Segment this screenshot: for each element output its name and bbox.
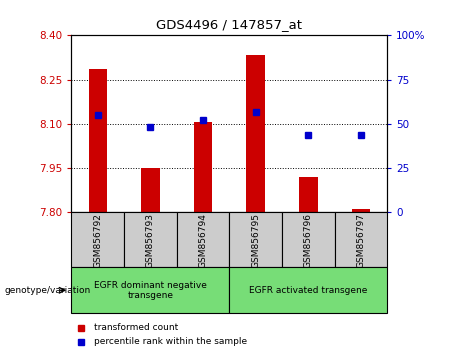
Text: GSM856793: GSM856793 (146, 213, 155, 268)
Title: GDS4496 / 147857_at: GDS4496 / 147857_at (156, 18, 302, 32)
Text: percentile rank within the sample: percentile rank within the sample (94, 337, 247, 346)
Text: GSM856792: GSM856792 (93, 213, 102, 268)
Bar (71, 212, 124, 267)
Bar (299, 177, 318, 212)
Text: genotype/variation: genotype/variation (5, 286, 91, 295)
Bar (141, 168, 160, 212)
Bar (282, 212, 335, 267)
Text: GSM856794: GSM856794 (199, 213, 207, 268)
Bar (335, 212, 387, 267)
Bar (89, 69, 107, 212)
Bar (229, 267, 387, 313)
Text: EGFR dominant negative
transgene: EGFR dominant negative transgene (94, 281, 207, 300)
Text: GSM856796: GSM856796 (304, 213, 313, 268)
Bar (124, 212, 177, 267)
Text: transformed count: transformed count (94, 323, 178, 332)
Bar (352, 209, 370, 212)
Bar (247, 55, 265, 212)
Text: EGFR activated transgene: EGFR activated transgene (249, 286, 367, 295)
Bar (177, 212, 229, 267)
Text: GSM856797: GSM856797 (356, 213, 366, 268)
Text: GSM856795: GSM856795 (251, 213, 260, 268)
Bar (229, 212, 282, 267)
Bar (194, 122, 212, 212)
Bar (71, 267, 230, 313)
